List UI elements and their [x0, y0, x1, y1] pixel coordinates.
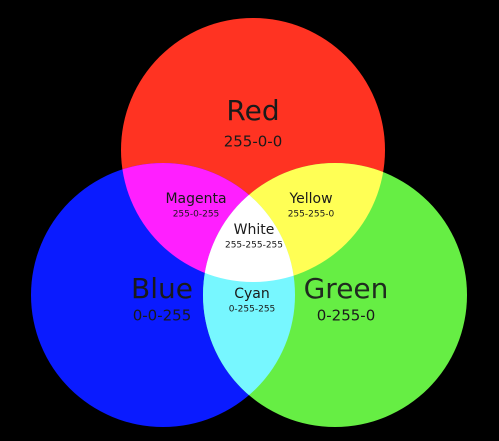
magenta-label: Magenta [165, 191, 226, 207]
cyan-code: 0-255-255 [229, 305, 276, 315]
green-label: Green [304, 272, 389, 305]
white-label: White [234, 222, 275, 238]
yellow-code: 255-255-0 [288, 210, 335, 220]
cyan-label: Cyan [234, 286, 270, 302]
white-code: 255-255-255 [225, 241, 283, 251]
white-region [203, 163, 295, 282]
green-code: 0-255-0 [317, 307, 376, 325]
yellow-label: Yellow [288, 191, 332, 207]
blue-label: Blue [131, 272, 193, 305]
magenta-code: 255-0-255 [173, 210, 220, 220]
red-code: 255-0-0 [224, 133, 283, 151]
red-label: Red [226, 94, 279, 127]
blue-code: 0-0-255 [133, 307, 192, 325]
